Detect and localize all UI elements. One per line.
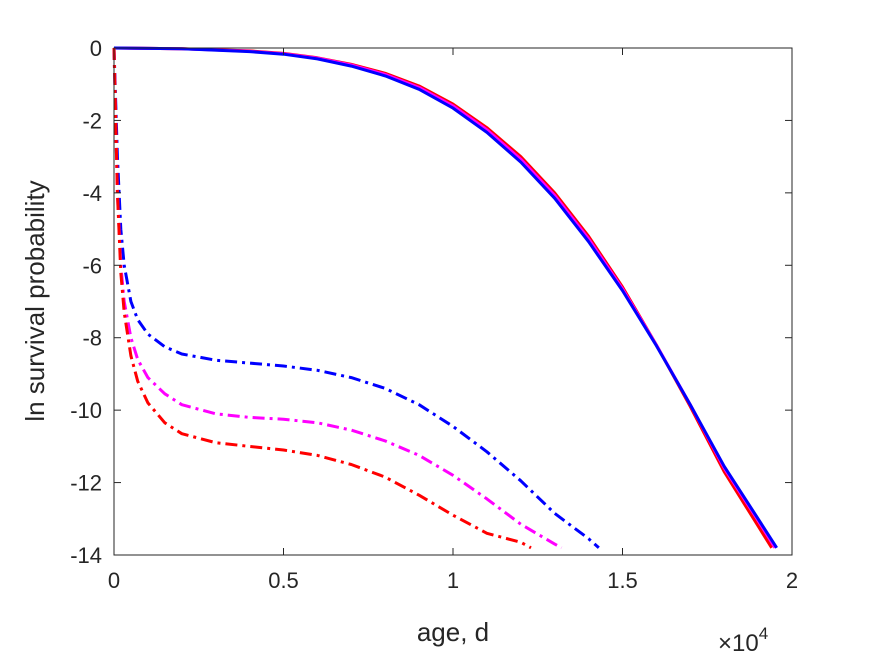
x-tick-label: 2 [786, 568, 798, 593]
x-tick-label: 1 [447, 568, 459, 593]
y-axis-label: ln survival probability [20, 180, 50, 421]
y-tick-label: -2 [82, 108, 102, 133]
y-tick-label: -10 [70, 398, 102, 423]
x-tick-label: 1.5 [607, 568, 638, 593]
y-tick-label: -6 [82, 253, 102, 278]
x-exponent-power: 4 [759, 624, 768, 643]
x-tick-label: 0 [108, 568, 120, 593]
series-line-4 [112, 47, 600, 549]
x-exponent-base: ×10 [718, 630, 759, 656]
y-tick-label: -14 [70, 543, 102, 568]
x-axis-label: age, d [417, 617, 489, 647]
x-tick-label: 0.5 [268, 568, 299, 593]
y-tick-label: 0 [90, 36, 102, 61]
x-exponent-label: ×104 [718, 624, 768, 656]
series-line-6 [112, 47, 532, 550]
tick-layer: 0 0.5 1 1.5 2 0 -2 -4 -6 -8 -10 -12 -14 [70, 36, 798, 593]
y-tick-label: -12 [70, 471, 102, 496]
plot-area [114, 48, 792, 555]
y-tick-label: -4 [82, 181, 102, 206]
y-tick-label: -8 [82, 326, 102, 351]
